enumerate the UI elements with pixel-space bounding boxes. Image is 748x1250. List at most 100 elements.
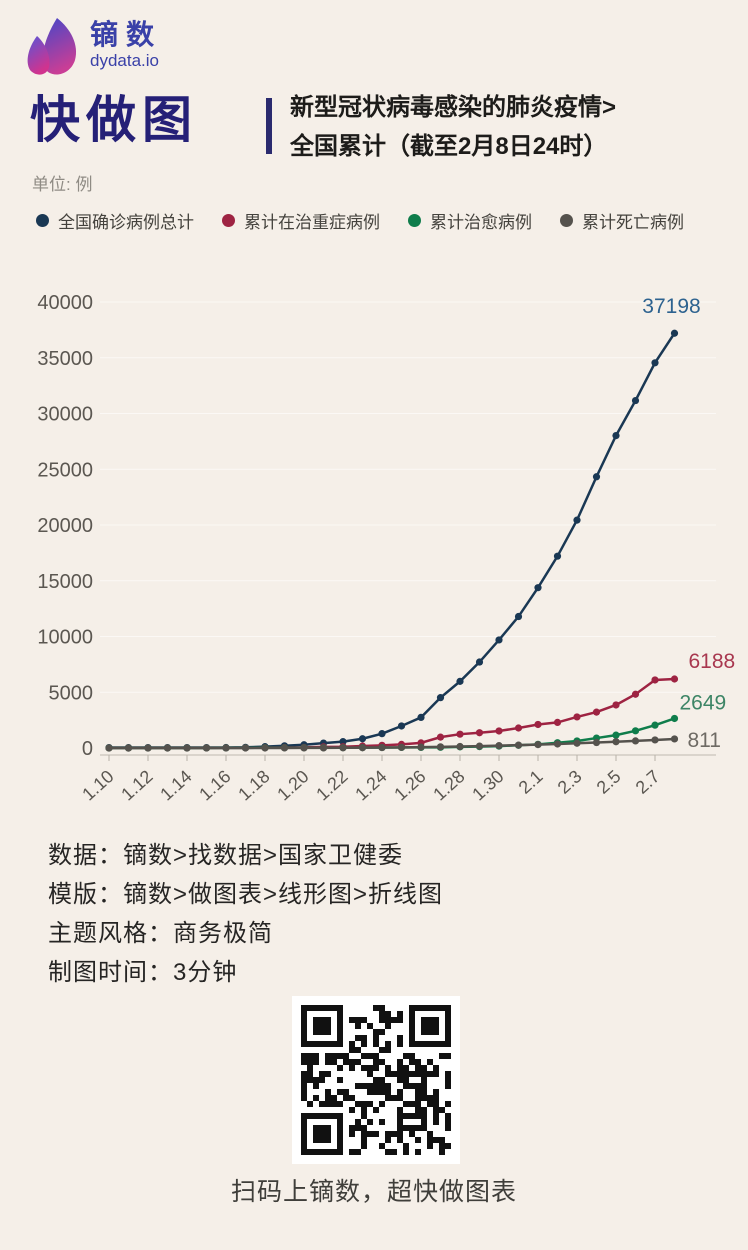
data-point xyxy=(163,744,172,752)
logo-brand-text: 镝数 xyxy=(90,19,163,50)
legend-label: 全国确诊病例总计 xyxy=(58,213,194,232)
data-point xyxy=(573,739,581,747)
legend-label: 累计治愈病例 xyxy=(430,213,532,232)
legend-item-1: 累计在治重症病例 xyxy=(222,208,380,233)
data-point xyxy=(144,744,152,752)
butterfly-logo-icon xyxy=(27,18,77,75)
x-axis-tick-label: 1.24 xyxy=(351,766,390,804)
x-axis-tick-label: 2.7 xyxy=(632,766,664,798)
line-chart-svg: 0 5000 10000 15000 20000 25000 30000 35000 40000… xyxy=(37,292,736,804)
data-point xyxy=(514,724,523,732)
legend-dot-icon xyxy=(222,214,235,227)
meta-info-block: 数据：镝数>找数据>国家卫健委 模版：镝数>做图表>线形图>折线图 主题风格：商… xyxy=(48,836,443,992)
data-point xyxy=(417,743,425,751)
x-axis-tick-label: 1.22 xyxy=(312,766,351,804)
data-point xyxy=(534,584,542,592)
x-axis-tick-label: 2.5 xyxy=(593,766,625,798)
qr-code xyxy=(292,996,460,1164)
data-point xyxy=(553,552,562,560)
qr-code-image xyxy=(301,1005,451,1155)
data-point xyxy=(553,740,562,748)
legend-dot-icon xyxy=(408,214,421,227)
data-point xyxy=(378,743,386,752)
data-point xyxy=(651,721,659,729)
data-point xyxy=(339,744,347,752)
data-point xyxy=(514,612,523,621)
data-point xyxy=(436,694,445,702)
series-end-value-label: 37198 xyxy=(642,295,700,318)
data-point xyxy=(670,735,679,743)
data-point xyxy=(631,690,640,698)
data-point xyxy=(475,658,484,666)
y-axis-tick-label: 30000 xyxy=(37,404,93,426)
data-point xyxy=(495,636,503,644)
y-axis-tick-label: 20000 xyxy=(37,515,93,537)
data-point xyxy=(670,675,679,683)
chart-legend: 全国确诊病例总计 累计在治重症病例 累计治愈病例 累计死亡病例 xyxy=(36,208,716,233)
data-point xyxy=(475,729,484,737)
data-point xyxy=(553,718,562,726)
data-point xyxy=(631,737,640,745)
template-path-line: 模版：镝数>做图表>线形图>折线图 xyxy=(48,881,444,908)
data-point xyxy=(514,741,523,749)
data-point xyxy=(612,431,620,440)
x-axis-tick-label: 1.12 xyxy=(117,766,156,804)
qr-caption: 扫码上镝数，超快做图表 xyxy=(230,1178,517,1206)
data-point xyxy=(436,743,445,751)
chart-time-line: 制图时间：3分钟 xyxy=(48,959,238,986)
brand-logo: 镝数 dydata.io xyxy=(24,16,162,80)
title-divider xyxy=(266,98,272,154)
y-axis-tick-label: 5000 xyxy=(49,682,94,704)
y-axis-tick-label: 40000 xyxy=(37,292,93,314)
subtitle-line-2: 全国累计（截至2月8日24时） xyxy=(290,133,608,160)
data-point xyxy=(280,744,289,752)
data-point xyxy=(378,730,386,738)
data-point xyxy=(534,741,542,749)
legend-label: 累计死亡病例 xyxy=(582,213,684,232)
page-title: 快做图 xyxy=(30,92,198,148)
data-point xyxy=(670,329,679,337)
x-axis-tick-label: 1.16 xyxy=(195,766,234,804)
subtitle-line-1: 新型冠状病毒感染的肺炎疫情> xyxy=(290,94,617,121)
x-axis-tick-label: 1.10 xyxy=(78,766,117,804)
legend-label: 累计在治重症病例 xyxy=(244,213,380,232)
data-point xyxy=(300,744,308,752)
series-end-value-label: 6188 xyxy=(689,650,736,673)
y-axis-tick-label: 0 xyxy=(82,738,93,760)
line-chart: 0 5000 10000 15000 20000 25000 30000 35000 40000… xyxy=(0,285,748,815)
x-axis-tick-label: 2.3 xyxy=(554,766,586,798)
legend-item-0: 全国确诊病例总计 xyxy=(36,208,194,233)
data-point xyxy=(612,701,620,709)
x-axis-tick-label: 1.20 xyxy=(273,766,312,804)
data-point xyxy=(261,744,269,752)
unit-label: 单位: 例 xyxy=(32,175,93,194)
data-point xyxy=(651,676,659,684)
data-point xyxy=(124,744,133,752)
data-point xyxy=(573,516,581,524)
x-axis-tick-label: 2.1 xyxy=(515,766,547,798)
data-point xyxy=(592,708,601,716)
chart-subtitle: 新型冠状病毒感染的肺炎疫情> 全国累计（截至2月8日24时） xyxy=(290,88,616,166)
series-line-0 xyxy=(109,332,676,749)
data-point xyxy=(397,722,406,730)
legend-dot-icon xyxy=(560,214,573,227)
data-point xyxy=(222,744,230,752)
data-point xyxy=(358,744,367,752)
x-axis-tick-label: 1.18 xyxy=(234,766,273,804)
x-axis-tick-label: 1.26 xyxy=(390,766,429,804)
data-source-line: 数据：镝数>找数据>国家卫健委 xyxy=(48,842,404,869)
data-point xyxy=(651,736,659,744)
title-row: 快做图 新型冠状病毒感染的肺炎疫情> 全国累计（截至2月8日24时） xyxy=(30,88,730,178)
series-end-value-label: 2649 xyxy=(680,691,727,714)
x-axis-tick-label: 1.30 xyxy=(468,766,507,804)
series-end-value-label: 811 xyxy=(688,729,721,752)
data-point xyxy=(573,713,581,721)
data-point xyxy=(339,738,347,746)
legend-item-3: 累计死亡病例 xyxy=(560,208,684,233)
data-point xyxy=(397,743,406,751)
theme-style-line: 主题风格：商务极简 xyxy=(48,920,273,947)
data-point xyxy=(495,742,503,750)
y-axis-tick-label: 35000 xyxy=(37,348,93,370)
data-point xyxy=(631,396,640,405)
